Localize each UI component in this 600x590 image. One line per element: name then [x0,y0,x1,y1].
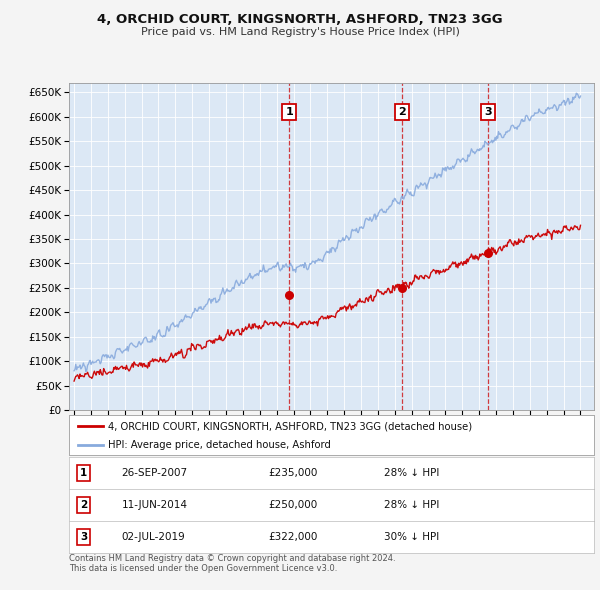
Text: HPI: Average price, detached house, Ashford: HPI: Average price, detached house, Ashf… [109,440,331,450]
Text: 28% ↓ HPI: 28% ↓ HPI [384,500,439,510]
Text: £322,000: £322,000 [269,532,318,542]
Text: £250,000: £250,000 [269,500,318,510]
Text: 1: 1 [80,468,88,478]
Text: 2: 2 [80,500,88,510]
Text: 3: 3 [80,532,88,542]
Text: 11-JUN-2014: 11-JUN-2014 [121,500,187,510]
Text: 26-SEP-2007: 26-SEP-2007 [121,468,188,478]
Text: 2: 2 [398,107,406,117]
Text: 28% ↓ HPI: 28% ↓ HPI [384,468,439,478]
Text: 30% ↓ HPI: 30% ↓ HPI [384,532,439,542]
Text: 4, ORCHID COURT, KINGSNORTH, ASHFORD, TN23 3GG: 4, ORCHID COURT, KINGSNORTH, ASHFORD, TN… [97,13,503,26]
Text: Contains HM Land Registry data © Crown copyright and database right 2024.
This d: Contains HM Land Registry data © Crown c… [69,554,395,573]
Text: 3: 3 [484,107,491,117]
Text: £235,000: £235,000 [269,468,318,478]
Text: 4, ORCHID COURT, KINGSNORTH, ASHFORD, TN23 3GG (detached house): 4, ORCHID COURT, KINGSNORTH, ASHFORD, TN… [109,421,473,431]
Text: 1: 1 [285,107,293,117]
Text: Price paid vs. HM Land Registry's House Price Index (HPI): Price paid vs. HM Land Registry's House … [140,27,460,37]
Text: 02-JUL-2019: 02-JUL-2019 [121,532,185,542]
